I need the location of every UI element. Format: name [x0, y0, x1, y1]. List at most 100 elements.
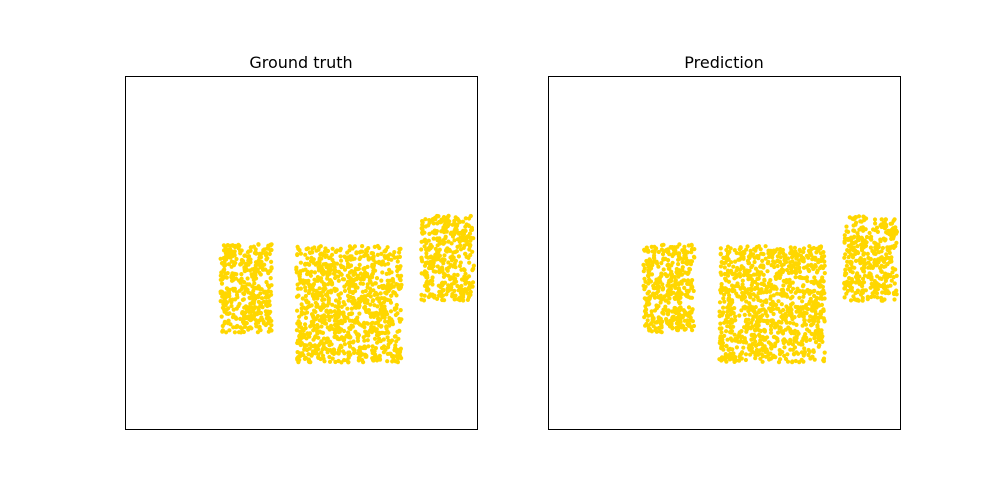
scatter-point: [763, 256, 768, 261]
scatter-point: [252, 311, 257, 316]
scatter-point: [859, 246, 864, 251]
scatter-point: [322, 359, 327, 364]
scatter-point: [322, 249, 327, 254]
scatter-point: [691, 254, 697, 259]
scatter-point: [773, 285, 778, 290]
scatter-point: [739, 254, 744, 259]
scatter-point: [470, 280, 476, 285]
scatter-point: [816, 319, 821, 324]
scatter-point: [692, 247, 697, 252]
scatter-point: [738, 267, 743, 272]
scatter-point: [719, 326, 724, 331]
scatter-point: [866, 273, 872, 278]
scatter-point: [255, 267, 260, 272]
scatter-point: [882, 238, 888, 243]
scatter-point: [870, 248, 875, 254]
scatter-point: [441, 274, 446, 279]
scatter-point: [296, 293, 301, 298]
scatter-point: [649, 309, 654, 314]
scatter-point: [300, 296, 305, 301]
scatter-point: [654, 277, 659, 282]
scatter-point: [821, 307, 826, 312]
scatter-point: [397, 254, 402, 259]
scatter-point: [683, 270, 688, 275]
scatter-point: [853, 240, 858, 245]
scatter-point: [312, 296, 317, 301]
scatter-point: [674, 316, 679, 321]
scatter-point: [747, 312, 752, 317]
scatter-point: [463, 216, 468, 221]
scatter-point: [853, 290, 858, 296]
scatter-point: [228, 322, 233, 327]
scatter-point: [258, 272, 263, 277]
scatter-point: [395, 259, 400, 264]
scatter-point: [334, 261, 340, 266]
scatter-point: [223, 298, 228, 303]
scatter-point: [779, 302, 784, 307]
scatter-point: [463, 278, 468, 283]
scatter-point: [646, 264, 651, 269]
scatter-point: [749, 320, 754, 325]
scatter-point: [347, 270, 353, 275]
scatter-point: [847, 276, 852, 281]
scatter-point: [453, 249, 458, 255]
scatter-point: [877, 276, 883, 281]
scatter-point: [251, 306, 257, 311]
scatter-point: [297, 272, 303, 277]
scatter-point: [775, 254, 780, 259]
scatter-point: [463, 238, 468, 243]
scatter-point: [865, 294, 870, 299]
scatter-point: [655, 261, 660, 266]
scatter-point: [760, 258, 765, 263]
scatter-point: [728, 321, 733, 326]
scatter-point: [419, 239, 424, 244]
scatter-point: [729, 329, 735, 334]
scatter-point: [682, 254, 687, 259]
scatter-point: [361, 266, 366, 271]
scatter-point: [236, 330, 242, 335]
scatter-point: [350, 324, 355, 329]
scatter-point: [802, 346, 807, 351]
scatter-point: [332, 265, 337, 270]
scatter-point: [347, 244, 352, 249]
scatter-point: [722, 333, 727, 338]
scatter-point: [357, 303, 362, 308]
scatter-point: [764, 298, 769, 303]
scatter-point: [379, 251, 384, 256]
scatter-point: [649, 313, 654, 318]
scatter-point: [315, 322, 320, 328]
scatter-point: [426, 247, 431, 252]
scatter-point: [383, 319, 388, 324]
scatter-point: [441, 288, 446, 293]
scatter-point: [879, 249, 884, 254]
scatter-point: [468, 282, 473, 287]
scatter-point: [219, 314, 224, 319]
scatter-point: [820, 339, 825, 344]
scatter-point: [305, 256, 310, 261]
scatter-point: [664, 274, 670, 279]
scatter-point: [866, 260, 871, 265]
scatter-point: [298, 251, 303, 256]
scatter-point: [318, 244, 323, 249]
scatter-point: [394, 293, 399, 298]
scatter-point: [437, 239, 442, 244]
scatter-point: [781, 290, 786, 295]
scatter-point: [786, 264, 792, 269]
scatter-point: [356, 297, 362, 302]
scatter-point: [758, 264, 763, 269]
scatter-point: [802, 334, 807, 339]
scatter-point: [667, 266, 672, 271]
scatter-point: [233, 315, 238, 320]
scatter-point: [862, 241, 867, 246]
scatter-point: [234, 272, 239, 277]
scatter-point: [433, 257, 438, 262]
scatter-point: [792, 245, 798, 250]
scatter-point: [812, 336, 817, 341]
scatter-point: [226, 306, 231, 311]
scatter-point: [741, 286, 747, 291]
scatter-point: [860, 259, 866, 265]
scatter-point: [812, 357, 817, 362]
scatter-point: [422, 269, 428, 274]
scatter-point: [671, 251, 676, 257]
